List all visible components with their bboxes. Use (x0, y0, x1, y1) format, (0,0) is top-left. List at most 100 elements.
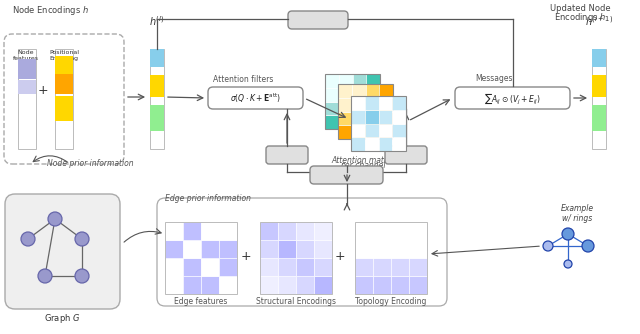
Bar (339, 88, 353, 102)
Bar (409, 240, 427, 258)
Bar (338, 84, 352, 98)
Text: Structural Encodings: Structural Encodings (256, 297, 336, 306)
Circle shape (38, 269, 52, 283)
Bar (392, 96, 406, 110)
Text: $h^{(l)}$: $h^{(l)}$ (149, 14, 164, 28)
Bar (351, 137, 365, 151)
Bar (392, 137, 406, 151)
FancyBboxPatch shape (455, 87, 570, 109)
Bar (391, 240, 409, 258)
Bar (183, 222, 201, 240)
Text: $\sigma(Q \cdot K + \mathbf{E}^{\mathrm{att}})$: $\sigma(Q \cdot K + \mathbf{E}^{\mathrm{… (230, 91, 281, 105)
Bar (352, 125, 365, 139)
Bar (338, 98, 352, 112)
Bar (219, 276, 237, 294)
Bar (380, 125, 393, 139)
Bar (201, 222, 219, 240)
Bar (352, 84, 365, 98)
Text: $E^{att}$: $E^{att}$ (278, 149, 296, 161)
Bar (380, 112, 393, 125)
Bar (352, 112, 365, 125)
Bar (314, 240, 332, 258)
FancyBboxPatch shape (288, 11, 348, 29)
Bar (366, 74, 380, 88)
Bar (219, 240, 237, 258)
FancyBboxPatch shape (385, 146, 427, 164)
Text: per channel: per channel (340, 161, 386, 170)
Bar (409, 258, 427, 276)
Bar (366, 102, 380, 115)
Bar (338, 125, 352, 139)
Text: Graph $G$: Graph $G$ (44, 312, 80, 325)
Bar (260, 222, 278, 240)
Circle shape (562, 228, 574, 240)
Bar (351, 96, 365, 110)
Bar (278, 240, 296, 258)
Bar (325, 88, 339, 102)
Bar (351, 96, 406, 151)
Bar (592, 105, 606, 131)
Bar (392, 124, 406, 137)
Bar (55, 49, 73, 149)
Bar (325, 102, 339, 115)
Bar (355, 222, 373, 240)
Bar (325, 115, 339, 129)
Circle shape (582, 240, 594, 252)
Bar (183, 276, 201, 294)
Text: $h^{(l+1)}$: $h^{(l+1)}$ (585, 14, 613, 28)
FancyBboxPatch shape (266, 146, 308, 164)
Bar (201, 276, 219, 294)
Bar (373, 276, 391, 294)
Bar (351, 124, 365, 137)
Text: Messages: Messages (475, 74, 513, 83)
Bar (355, 258, 373, 276)
Bar (339, 74, 353, 88)
Bar (378, 96, 392, 110)
Bar (314, 276, 332, 294)
Bar (355, 276, 373, 294)
Bar (55, 74, 73, 94)
Bar (165, 240, 183, 258)
Bar (339, 102, 353, 115)
Bar (351, 110, 365, 124)
Bar (296, 240, 314, 258)
Circle shape (21, 232, 35, 246)
Bar (365, 137, 378, 151)
Bar (592, 49, 606, 67)
Bar (392, 110, 406, 124)
Circle shape (543, 241, 553, 251)
Bar (353, 115, 366, 129)
Bar (260, 222, 332, 294)
Text: Positional
Encoding: Positional Encoding (49, 50, 79, 61)
Bar (278, 258, 296, 276)
Bar (365, 125, 380, 139)
Bar (314, 258, 332, 276)
Text: Attention matrix: Attention matrix (332, 156, 394, 165)
Bar (150, 49, 164, 149)
Bar (219, 258, 237, 276)
Bar (366, 115, 380, 129)
Text: $\sum A_{ij} \odot (V_j + E_{ij})$: $\sum A_{ij} \odot (V_j + E_{ij})$ (484, 91, 541, 106)
Text: Embedding: Embedding (323, 170, 371, 179)
Bar (391, 222, 409, 240)
Text: +: + (335, 249, 346, 263)
Text: Topology Encoding: Topology Encoding (355, 297, 427, 306)
Text: Linear $V$: Linear $V$ (300, 14, 337, 25)
FancyBboxPatch shape (208, 87, 303, 109)
Bar (201, 240, 219, 258)
Bar (353, 102, 366, 115)
Text: $E^{val}$: $E^{val}$ (397, 149, 415, 161)
Bar (314, 222, 332, 240)
Bar (592, 75, 606, 97)
Bar (338, 112, 352, 125)
Bar (378, 137, 392, 151)
FancyBboxPatch shape (5, 194, 120, 309)
Bar (325, 74, 380, 129)
Bar (391, 276, 409, 294)
Bar (352, 98, 365, 112)
Text: Edge prior information: Edge prior information (165, 194, 251, 203)
Bar (150, 49, 164, 67)
Bar (366, 88, 380, 102)
Text: +: + (241, 249, 252, 263)
Circle shape (48, 212, 62, 226)
